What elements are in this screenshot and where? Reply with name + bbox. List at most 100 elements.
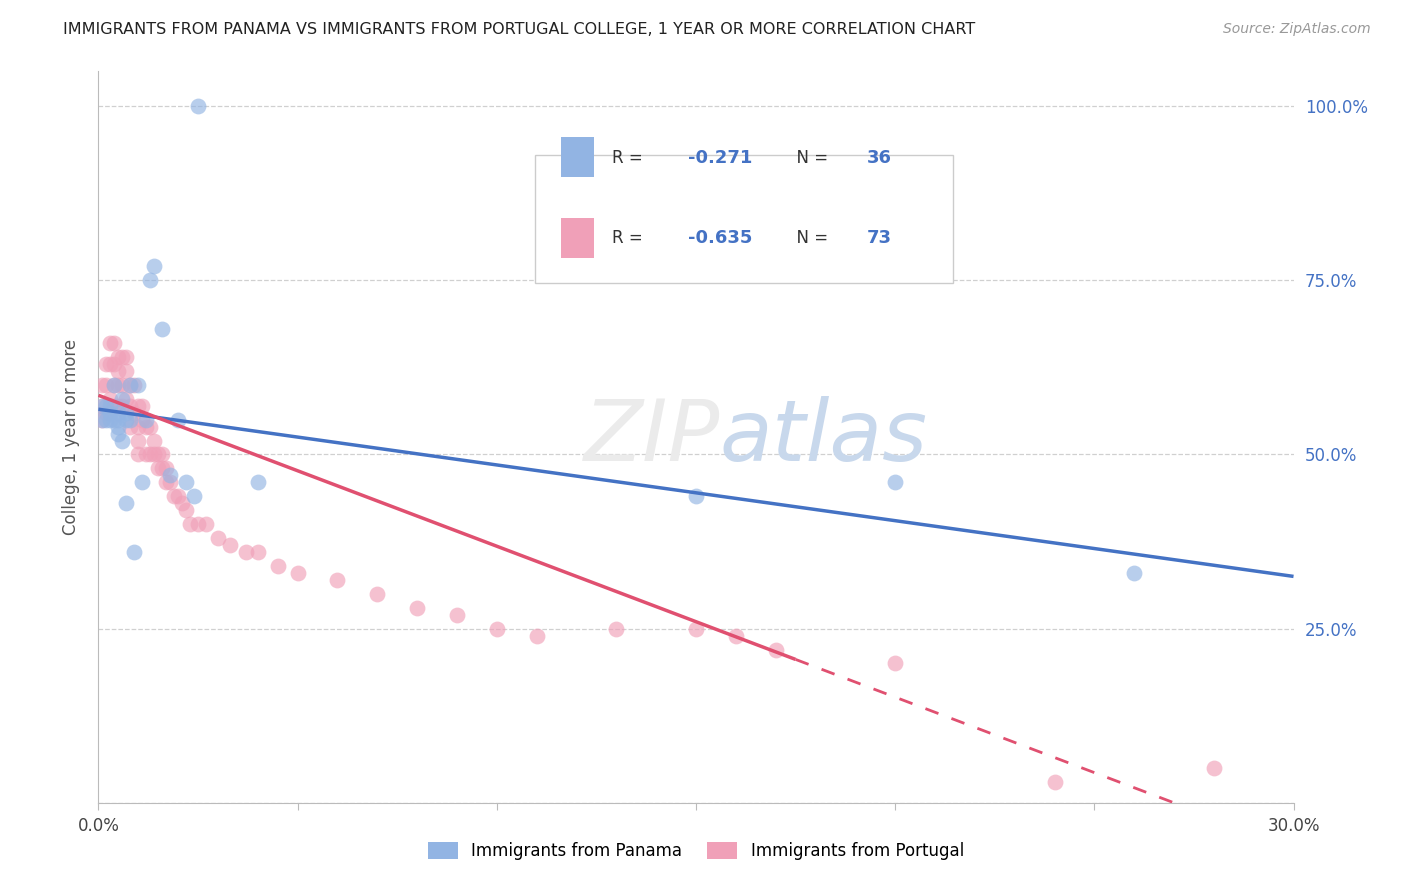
Text: 36: 36	[868, 149, 891, 167]
Point	[131, 475, 153, 490]
Text: N =: N =	[786, 229, 832, 247]
Point	[107, 419, 129, 434]
Y-axis label: College, 1 year or more: College, 1 year or more	[62, 339, 80, 535]
Point	[724, 629, 747, 643]
Point	[111, 434, 134, 448]
Point	[179, 517, 201, 532]
Point	[107, 399, 129, 413]
Point	[131, 412, 153, 426]
Point	[127, 434, 149, 448]
Point	[135, 419, 157, 434]
Point	[91, 412, 114, 426]
Point	[167, 489, 190, 503]
Point	[155, 461, 177, 475]
Point	[187, 517, 209, 532]
Text: Source: ZipAtlas.com: Source: ZipAtlas.com	[1223, 22, 1371, 37]
Point	[406, 600, 429, 615]
Point	[159, 468, 181, 483]
Point	[107, 350, 129, 364]
Point	[127, 448, 149, 462]
Point	[150, 322, 173, 336]
Point	[148, 448, 170, 462]
Point	[326, 573, 349, 587]
Point	[187, 99, 209, 113]
Point	[150, 461, 173, 475]
Point	[446, 607, 468, 622]
Point	[135, 412, 157, 426]
Text: -0.271: -0.271	[688, 149, 752, 167]
Point	[98, 399, 122, 413]
Point	[219, 538, 242, 552]
Point	[685, 489, 707, 503]
FancyBboxPatch shape	[534, 155, 953, 284]
Point	[124, 406, 146, 420]
Point	[115, 412, 138, 426]
Point	[107, 412, 129, 426]
Point	[159, 475, 181, 490]
Point	[685, 622, 707, 636]
Point	[124, 545, 146, 559]
Point	[172, 496, 194, 510]
Point	[1202, 761, 1225, 775]
Point	[174, 503, 197, 517]
Point	[115, 406, 138, 420]
Point	[111, 399, 134, 413]
Point	[98, 392, 122, 406]
Point	[135, 448, 157, 462]
Point	[120, 377, 142, 392]
Point	[91, 377, 114, 392]
Text: N =: N =	[786, 149, 832, 167]
Point	[267, 558, 290, 573]
Point	[96, 357, 118, 371]
Point	[107, 406, 129, 420]
Point	[1123, 566, 1146, 580]
Text: IMMIGRANTS FROM PANAMA VS IMMIGRANTS FROM PORTUGAL COLLEGE, 1 YEAR OR MORE CORRE: IMMIGRANTS FROM PANAMA VS IMMIGRANTS FRO…	[63, 22, 976, 37]
Point	[115, 364, 138, 378]
Point	[91, 399, 114, 413]
Point	[111, 392, 134, 406]
Point	[183, 489, 205, 503]
Point	[103, 336, 125, 351]
Point	[143, 260, 166, 274]
Point	[139, 273, 162, 287]
Point	[91, 412, 114, 426]
Text: -0.635: -0.635	[688, 229, 752, 247]
Point	[127, 419, 149, 434]
Point	[107, 364, 129, 378]
Point	[148, 461, 170, 475]
Point	[98, 357, 122, 371]
Point	[98, 336, 122, 351]
Point	[246, 545, 269, 559]
Point	[96, 399, 118, 413]
Point	[96, 412, 118, 426]
Point	[111, 377, 134, 392]
Point	[115, 350, 138, 364]
Point	[246, 475, 269, 490]
Point	[120, 412, 142, 426]
Point	[139, 419, 162, 434]
Point	[96, 377, 118, 392]
Legend: Immigrants from Panama, Immigrants from Portugal: Immigrants from Panama, Immigrants from …	[427, 842, 965, 860]
Point	[884, 475, 907, 490]
Point	[103, 377, 125, 392]
Point	[884, 657, 907, 671]
Text: ZIP: ZIP	[583, 395, 720, 479]
Point	[150, 448, 173, 462]
Point	[120, 419, 142, 434]
Point	[115, 496, 138, 510]
Point	[127, 377, 149, 392]
Point	[1043, 775, 1066, 789]
Point	[605, 622, 627, 636]
Point	[207, 531, 229, 545]
Point	[163, 489, 186, 503]
Point	[131, 399, 153, 413]
Point	[127, 399, 149, 413]
Point	[366, 587, 388, 601]
Point	[765, 642, 787, 657]
Text: atlas: atlas	[720, 395, 928, 479]
Point	[103, 399, 125, 413]
Point	[124, 377, 146, 392]
Point	[107, 426, 129, 441]
Point	[91, 399, 114, 413]
Point	[526, 629, 548, 643]
